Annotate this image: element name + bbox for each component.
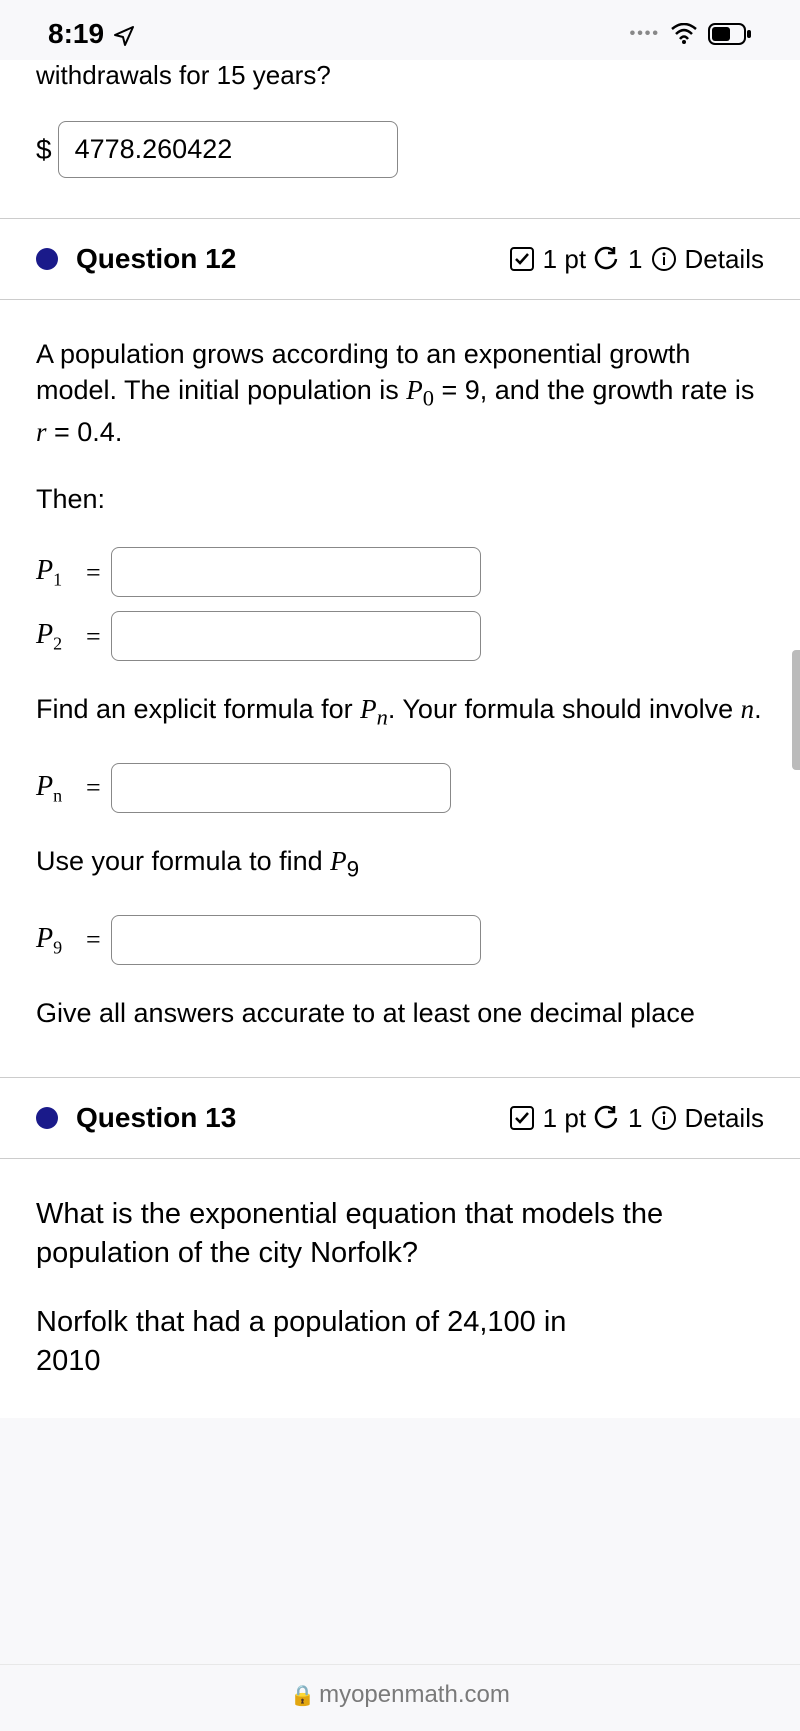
status-time: 8:19 — [48, 18, 104, 49]
q13-prompt1: What is the exponential equation that mo… — [36, 1195, 764, 1273]
battery-icon — [708, 23, 752, 45]
q12-points: 1 pt — [543, 244, 586, 275]
q13-header-left: Question 13 — [36, 1102, 236, 1134]
location-arrow-icon — [112, 24, 136, 48]
p9-label: P9 — [36, 920, 76, 960]
p2-input[interactable] — [111, 611, 481, 661]
retry-icon — [594, 246, 620, 272]
q13-header-right: 1 pt 1 Details — [509, 1103, 764, 1134]
equals-sign: = — [86, 619, 101, 654]
currency-symbol: $ — [36, 134, 52, 166]
q13-points: 1 pt — [543, 1103, 586, 1134]
currency-input-row: $ — [36, 121, 764, 178]
browser-url-bar[interactable]: 🔒myopenmath.com — [0, 1664, 800, 1731]
wifi-icon — [670, 23, 698, 45]
status-right: •••• — [630, 23, 752, 45]
question-13-body: What is the exponential equation that mo… — [0, 1159, 800, 1418]
question-13-header[interactable]: Question 13 1 pt 1 Details — [0, 1077, 800, 1159]
q12-header-left: Question 12 — [36, 243, 236, 275]
main-content: withdrawals for 15 years? $ Question 12 … — [0, 60, 800, 1418]
equals-sign: = — [86, 555, 101, 590]
equals-sign: = — [86, 770, 101, 805]
question-status-bullet — [36, 248, 58, 270]
p1-input[interactable] — [111, 547, 481, 597]
partial-question-text: withdrawals for 15 years? — [36, 60, 764, 91]
q13-year: 2010 — [36, 1342, 764, 1381]
p1-label: P1 — [36, 552, 76, 592]
status-bar: 8:19 •••• — [0, 0, 800, 60]
q12-details-link[interactable]: Details — [685, 244, 764, 275]
p9-input[interactable] — [111, 915, 481, 965]
question-12-body: A population grows according to an expon… — [0, 300, 800, 1077]
q12-use-formula: Use your formula to find P9 — [36, 843, 764, 885]
q12-find-formula: Find an explicit formula for Pn. Your fo… — [36, 691, 764, 733]
info-icon[interactable] — [651, 1105, 677, 1131]
question-status-bullet — [36, 1107, 58, 1129]
url-text: myopenmath.com — [319, 1681, 510, 1708]
q12-then: Then: — [36, 481, 764, 517]
p2-label: P2 — [36, 616, 76, 656]
q13-prompt2: Norfolk that had a population of 24,100 … — [36, 1303, 764, 1342]
q13-details-link[interactable]: Details — [685, 1103, 764, 1134]
q12-attempts: 1 — [628, 244, 642, 275]
pn-input[interactable] — [111, 763, 451, 813]
p9-row: P9 = — [36, 915, 764, 965]
pn-label: Pn — [36, 768, 76, 808]
p1-row: P1 = — [36, 547, 764, 597]
lock-icon: 🔒 — [290, 1685, 315, 1707]
q12-header-right: 1 pt 1 Details — [509, 244, 764, 275]
question-13-title: Question 13 — [76, 1102, 236, 1134]
checkbox-icon — [509, 246, 535, 272]
partial-question-top: withdrawals for 15 years? $ — [0, 60, 800, 218]
q12-prompt: A population grows according to an expon… — [36, 336, 764, 451]
question-12-header[interactable]: Question 12 1 pt 1 Details — [0, 218, 800, 300]
pn-row: Pn = — [36, 763, 764, 813]
q13-attempts: 1 — [628, 1103, 642, 1134]
withdrawal-amount-input[interactable] — [58, 121, 398, 178]
equals-sign: = — [86, 922, 101, 957]
q12-accuracy: Give all answers accurate to at least on… — [36, 995, 764, 1031]
question-12-title: Question 12 — [76, 243, 236, 275]
status-time-group: 8:19 — [48, 18, 136, 50]
checkbox-icon — [509, 1105, 535, 1131]
p2-row: P2 = — [36, 611, 764, 661]
scroll-indicator[interactable] — [792, 650, 800, 770]
cellular-dots-icon: •••• — [630, 25, 660, 43]
info-icon[interactable] — [651, 246, 677, 272]
retry-icon — [594, 1105, 620, 1131]
